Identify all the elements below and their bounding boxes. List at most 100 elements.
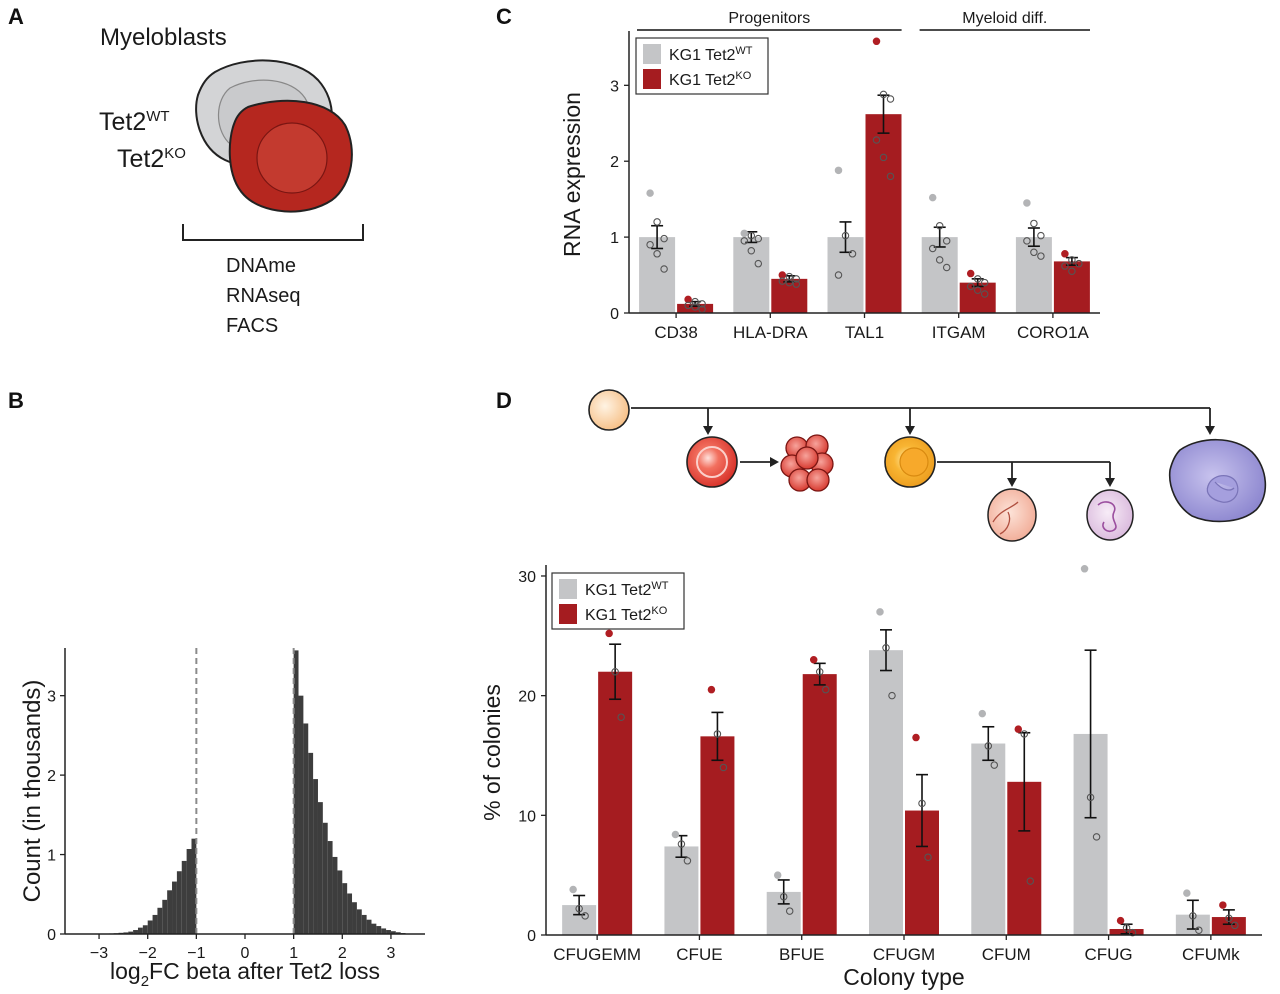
data-point (653, 250, 661, 258)
x-tick-label: CFUM (982, 945, 1031, 964)
data-point (882, 644, 890, 652)
bar-ko (959, 282, 996, 313)
y-tick-label: 3 (610, 78, 619, 95)
bar-wt (664, 846, 699, 935)
y-tick-label: 1 (610, 230, 619, 247)
legend-label-sup: KO (651, 605, 667, 617)
data-point (677, 840, 686, 848)
histogram-bar (395, 932, 401, 934)
data-point (876, 608, 884, 616)
tet2-ko-label: Tet2KO (117, 145, 186, 173)
data-point (815, 667, 824, 676)
data-point (581, 912, 589, 920)
x-tick-label: 0 (241, 945, 250, 962)
x-axis-label-sub: 2 (141, 973, 149, 990)
panel-c-label: C (496, 4, 512, 29)
data-point (575, 904, 583, 913)
panel-d-lineage-diagram (588, 389, 1267, 542)
data-point (918, 799, 926, 808)
data-point (1068, 256, 1076, 264)
assay-item-1: RNAseq (226, 285, 300, 307)
erythroid-progenitor-icon (686, 436, 738, 488)
bar-ko (771, 278, 808, 313)
myeloid-progenitor-nucleus (899, 447, 929, 477)
histogram-bar (332, 856, 338, 934)
histogram-bar (381, 928, 387, 934)
x-tick-label: CFUGEMM (553, 945, 641, 964)
y-tick-label: 30 (518, 569, 536, 586)
bar-wt (733, 237, 770, 313)
lineage-arrowheads (703, 426, 1215, 487)
data-point (928, 193, 937, 202)
data-point (834, 166, 843, 175)
y-tick-label: 20 (518, 689, 536, 706)
histogram-bar (342, 883, 348, 934)
legend-label-base: KG1 Tet2 (585, 582, 652, 599)
tet2-wt-label: Tet2WT (99, 108, 170, 136)
data-point (1023, 199, 1031, 207)
data-point (779, 892, 788, 901)
x-tick-label: CORO1A (1017, 323, 1089, 342)
legend-label-sup: WT (651, 580, 668, 592)
data-point (1086, 793, 1095, 802)
data-point (973, 286, 982, 294)
data-point (872, 37, 881, 46)
data-point (1231, 921, 1239, 930)
legend-label-base: KG1 Tet2 (585, 607, 652, 624)
legend-label-ko: KG1 Tet2KO (585, 605, 668, 624)
y-axis-label: Count (in thousands) (19, 680, 46, 903)
data-point (1075, 259, 1083, 268)
data-point (1219, 901, 1227, 909)
monocyte-nucleus (992, 501, 1019, 535)
data-point (886, 172, 895, 181)
x-tick-label: CFUGM (873, 945, 935, 964)
data-point (1195, 926, 1203, 934)
histogram-bar (152, 914, 158, 934)
tet2-wt-label-base: Tet2 (99, 108, 146, 136)
data-point (773, 871, 782, 879)
bar-wt (971, 743, 1006, 935)
tet2-ko-label-base: Tet2 (117, 145, 164, 173)
panel-d-label: D (496, 388, 512, 413)
x-axis-label: Colony type (843, 964, 964, 990)
histogram-bar (137, 927, 143, 934)
data-point (1128, 928, 1137, 937)
legend-label-wt: KG1 Tet2WT (585, 580, 669, 599)
panel-a-schematic: Myeloblasts Tet2WT Tet2KO DNAme RNAseq F… (99, 24, 364, 337)
data-point (646, 240, 654, 249)
histogram-bar (371, 923, 377, 934)
x-tick-label: 2 (338, 945, 347, 962)
data-point (646, 189, 654, 197)
histogram-bar (191, 838, 197, 934)
x-tick-label: ITGAM (932, 323, 986, 342)
group-label: Progenitors (728, 10, 810, 27)
data-point (1020, 730, 1029, 738)
data-point (879, 90, 888, 99)
x-tick-label: CFUE (676, 945, 722, 964)
histogram-bar (308, 752, 314, 934)
data-point (912, 733, 920, 742)
x-tick-label: HLA-DRA (733, 323, 808, 342)
data-point (660, 234, 668, 243)
data-point (879, 153, 888, 162)
y-tick-label: 0 (527, 928, 536, 945)
bar-ko (865, 114, 902, 314)
data-point (740, 237, 749, 245)
data-point (1092, 833, 1101, 841)
histogram-bar (293, 650, 299, 934)
histogram-bar (186, 848, 192, 934)
histogram-bar (352, 902, 357, 934)
data-point (778, 271, 787, 279)
data-point (821, 685, 830, 694)
data-point (785, 907, 794, 915)
data-point (1026, 877, 1035, 885)
data-point (698, 300, 706, 308)
data-point (792, 275, 801, 283)
histogram-bar (313, 779, 318, 934)
data-point (834, 271, 843, 279)
histogram-bar (322, 822, 328, 934)
monocyte-icon (987, 488, 1037, 542)
histogram-bar (181, 860, 187, 934)
